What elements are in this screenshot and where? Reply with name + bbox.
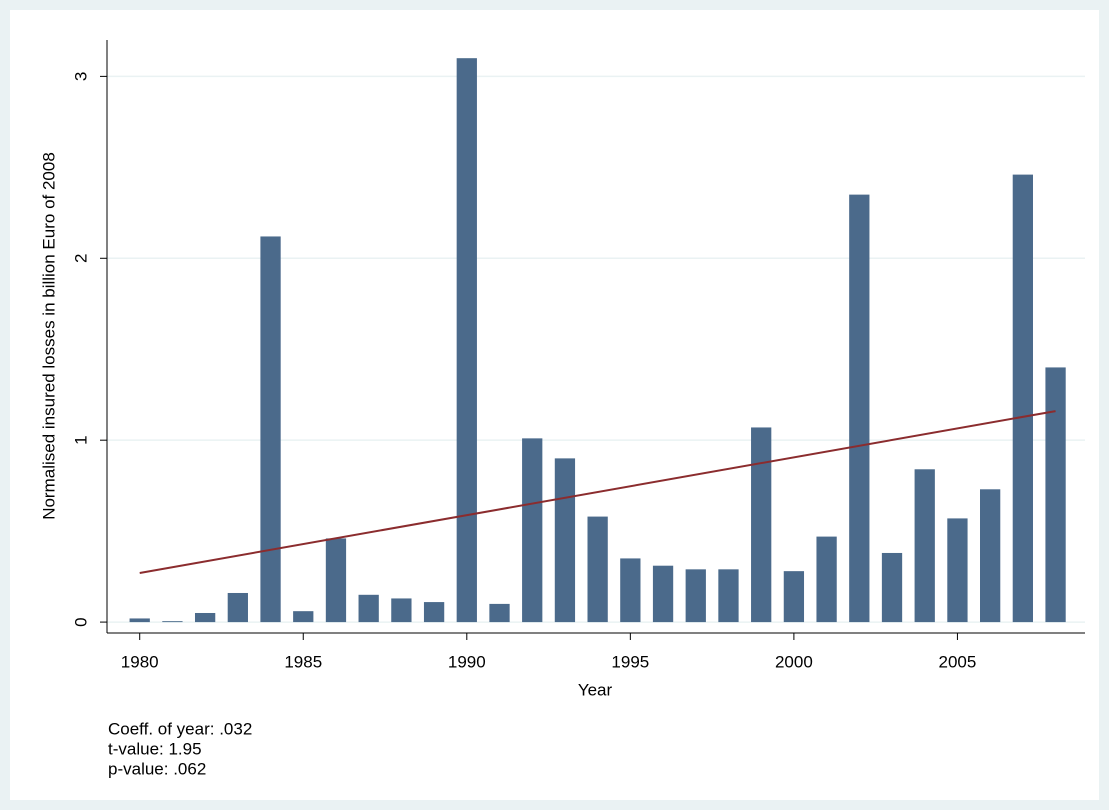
bar [391, 598, 412, 623]
y-tick-label: 1 [71, 435, 90, 444]
bar [751, 427, 772, 623]
bar [162, 621, 183, 623]
x-tick-label: 2005 [939, 652, 977, 671]
bar [685, 569, 706, 623]
x-tick-label: 1985 [284, 652, 322, 671]
bar [129, 618, 150, 623]
trend-line [139, 410, 1056, 574]
x-axis-label: Year [578, 680, 613, 699]
bar [914, 469, 935, 623]
bar [816, 536, 837, 623]
x-tick-label: 1980 [121, 652, 159, 671]
bar [423, 602, 445, 623]
bar [1012, 174, 1033, 623]
bar [620, 558, 641, 623]
y-tick-label: 3 [71, 72, 90, 81]
bar [652, 565, 674, 623]
bar [456, 58, 477, 623]
y-axis-label: Normalised insured losses in billion Eur… [39, 152, 58, 520]
y-tick-label: 2 [71, 254, 90, 263]
bar [293, 611, 314, 623]
bar [980, 489, 1001, 623]
bar [358, 594, 379, 623]
plot-region [10, 10, 1099, 800]
bar [489, 603, 510, 623]
x-tick-label: 2000 [775, 652, 813, 671]
bar [881, 552, 903, 623]
note: t-value: 1.95 [108, 739, 202, 758]
bar [522, 438, 543, 623]
note: Coeff. of year: .032 [108, 719, 252, 738]
bar [849, 194, 870, 623]
bar [325, 538, 347, 623]
bar [194, 612, 216, 623]
bar [587, 516, 608, 623]
bar [227, 592, 248, 623]
bar [783, 571, 805, 623]
bar [260, 236, 281, 623]
bar [1045, 367, 1066, 623]
bar [947, 518, 968, 623]
y-tick-label: 0 [71, 617, 90, 626]
x-tick-label: 1995 [611, 652, 649, 671]
bar [554, 458, 576, 623]
note: p-value: .062 [108, 759, 206, 778]
x-tick-label: 1990 [448, 652, 486, 671]
bar [718, 569, 739, 623]
